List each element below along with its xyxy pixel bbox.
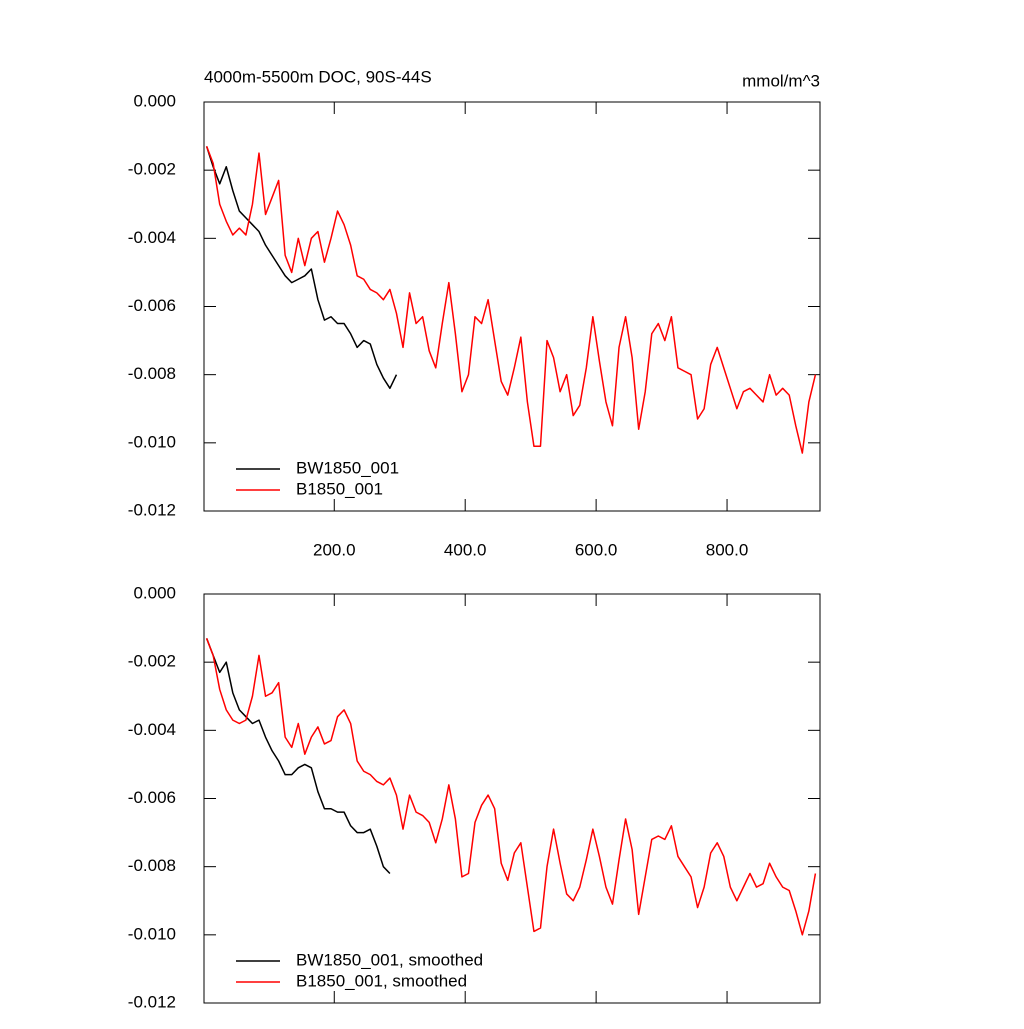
y-tick-label: -0.006 bbox=[128, 296, 176, 315]
y-tick-label: 0.000 bbox=[133, 583, 176, 602]
y-tick-label: 0.000 bbox=[133, 91, 176, 110]
x-tick-label: 600.0 bbox=[575, 540, 618, 559]
y-tick-label: -0.004 bbox=[128, 720, 176, 739]
y-tick-label: -0.008 bbox=[128, 856, 176, 875]
series-line bbox=[205, 638, 817, 936]
y-tick-label: -0.006 bbox=[128, 788, 176, 807]
y-tick-label: -0.002 bbox=[128, 160, 176, 179]
legend-label: BW1850_001, smoothed bbox=[296, 950, 483, 969]
units-label: mmol/m^3 bbox=[742, 71, 820, 90]
series-line bbox=[205, 146, 817, 454]
x-tick-label: 800.0 bbox=[706, 540, 749, 559]
x-tick-label: 200.0 bbox=[313, 540, 356, 559]
y-tick-label: -0.010 bbox=[128, 924, 176, 943]
y-tick-label: -0.010 bbox=[128, 432, 176, 451]
legend-label: B1850_001 bbox=[296, 479, 383, 498]
series-line bbox=[205, 146, 398, 390]
x-tick-label: 400.0 bbox=[444, 540, 487, 559]
chart-title: 4000m-5500m DOC, 90S-44S bbox=[204, 67, 432, 86]
y-tick-label: -0.002 bbox=[128, 652, 176, 671]
y-tick-label: -0.004 bbox=[128, 228, 176, 247]
y-tick-label: -0.012 bbox=[128, 992, 176, 1011]
y-tick-label: -0.008 bbox=[128, 364, 176, 383]
y-tick-label: -0.012 bbox=[128, 500, 176, 519]
series-line bbox=[205, 638, 391, 874]
legend-label: B1850_001, smoothed bbox=[296, 971, 467, 990]
legend-label: BW1850_001 bbox=[296, 458, 399, 477]
